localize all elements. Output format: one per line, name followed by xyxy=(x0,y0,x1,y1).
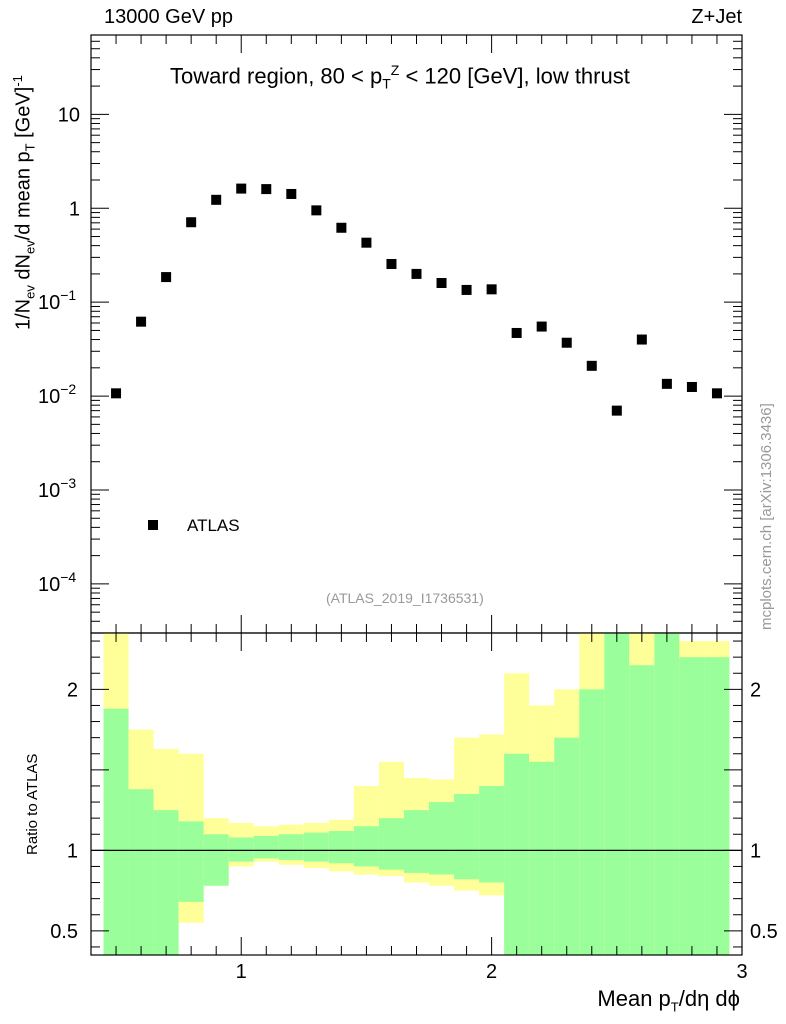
ratio-y-axis-label: Ratio to ATLAS xyxy=(24,753,41,855)
ratio-inner-band-bin xyxy=(153,810,179,955)
plot-title-sup: Z xyxy=(390,62,400,78)
ratio-y-tick-label-right: 1 xyxy=(750,840,761,862)
data-point xyxy=(386,258,397,269)
ratio-inner-band-bin xyxy=(454,794,480,880)
data-point xyxy=(536,321,547,332)
data-point xyxy=(486,284,497,295)
tick-labels: 1 2 3 10−4 10−3 10−2 10−1 1 10 0.5 0.5 1 1 2 2 xyxy=(38,104,778,983)
data-point xyxy=(436,278,447,289)
ratio-y-tick-label-left: 0.5 xyxy=(50,921,78,943)
y-tick-label: 1 xyxy=(69,198,80,220)
data-markers xyxy=(111,183,722,530)
data-point xyxy=(111,388,122,399)
ratio-inner-band-bin xyxy=(529,761,555,955)
ratio-inner-band-bin xyxy=(679,657,705,955)
ratio-inner-band-bin xyxy=(303,832,329,862)
analysis-label: (ATLAS_2019_I1736531) xyxy=(326,590,484,606)
data-point xyxy=(261,184,272,195)
ratio-y-tick-label-left: 1 xyxy=(67,840,78,862)
plot-title-sub: T xyxy=(382,75,391,92)
ratio-inner-band-bin xyxy=(479,785,505,883)
ratio-y-tick-label-left: 2 xyxy=(67,679,78,701)
ratio-inner-band-bin xyxy=(704,657,730,955)
ratio-inner-band-bin xyxy=(604,633,630,955)
data-point xyxy=(311,205,322,216)
axis-ticks xyxy=(91,34,742,955)
plot-title: Toward region, 80 < pTZ < 120 [GeV], low… xyxy=(170,62,630,92)
data-point xyxy=(586,360,597,371)
ratio-inner-band-bin xyxy=(328,831,354,864)
y-tick-label: 10−3 xyxy=(38,475,76,502)
header-left-label: 13000 GeV pp xyxy=(104,6,233,28)
ratio-inner-band-bin xyxy=(403,810,430,873)
data-point xyxy=(611,405,622,416)
data-point xyxy=(361,237,372,248)
data-point xyxy=(286,188,297,199)
plot-title-rest: < 120 [GeV], low thrust xyxy=(399,63,630,89)
ratio-inner-band-bin xyxy=(253,835,279,859)
data-point xyxy=(561,337,572,348)
data-point xyxy=(661,378,672,389)
data-point xyxy=(511,327,522,338)
legend-marker xyxy=(148,520,158,530)
y-tick-label: 10−1 xyxy=(38,287,76,314)
ratio-inner-band-bin xyxy=(504,753,530,955)
y-tick-label: 10 xyxy=(58,104,80,126)
ratio-inner-band-bin xyxy=(203,834,229,886)
y-tick-label: 10−4 xyxy=(38,569,76,596)
data-point xyxy=(211,194,222,205)
ratio-panel xyxy=(90,632,743,956)
ratio-inner-band-bin xyxy=(378,818,404,870)
ratio-inner-band-bin xyxy=(278,834,304,861)
ratio-inner-band-bin xyxy=(629,665,655,955)
ratio-inner-band-bin xyxy=(128,789,154,955)
ratio-inner-band-bin xyxy=(353,826,379,867)
x-tick-label: 3 xyxy=(736,961,747,983)
data-point xyxy=(461,284,472,295)
data-point xyxy=(136,316,147,327)
data-point xyxy=(686,381,697,392)
x-axis-label: Mean pT/dη dϕ xyxy=(597,986,740,1015)
ratio-inner-band-bin xyxy=(429,802,455,875)
data-point xyxy=(336,222,347,233)
data-point xyxy=(711,388,722,399)
ratio-inner-band-bin xyxy=(103,708,129,955)
legend-label: ATLAS xyxy=(187,516,240,535)
y-axis-label: 1/Nev dNev/d mean pT [GeV]-1 xyxy=(10,75,38,330)
ratio-inner-band-bin xyxy=(579,689,605,955)
main-plot-frame xyxy=(90,34,743,634)
ratio-inner-band-bin xyxy=(228,837,254,862)
data-point xyxy=(411,268,422,279)
ratio-y-tick-label-right: 0.5 xyxy=(750,921,778,943)
x-tick-label: 2 xyxy=(486,961,497,983)
y-tick-label: 10−2 xyxy=(38,381,76,408)
data-point xyxy=(161,272,172,283)
data-point xyxy=(236,183,247,194)
header-right-label: Z+Jet xyxy=(691,6,742,28)
data-point xyxy=(186,217,197,228)
ratio-inner-band-bin xyxy=(654,633,680,955)
ratio-y-tick-label-right: 2 xyxy=(750,679,761,701)
plot-title-main: Toward region, 80 < p xyxy=(170,63,383,89)
watermark: mcplots.cern.ch [arXiv:1306.3436] xyxy=(758,403,775,630)
ratio-inner-band-bin xyxy=(178,821,204,902)
main-panel xyxy=(90,34,743,634)
x-tick-label: 1 xyxy=(236,961,247,983)
data-point xyxy=(636,334,647,345)
ratio-inner-band-bin xyxy=(554,737,580,955)
